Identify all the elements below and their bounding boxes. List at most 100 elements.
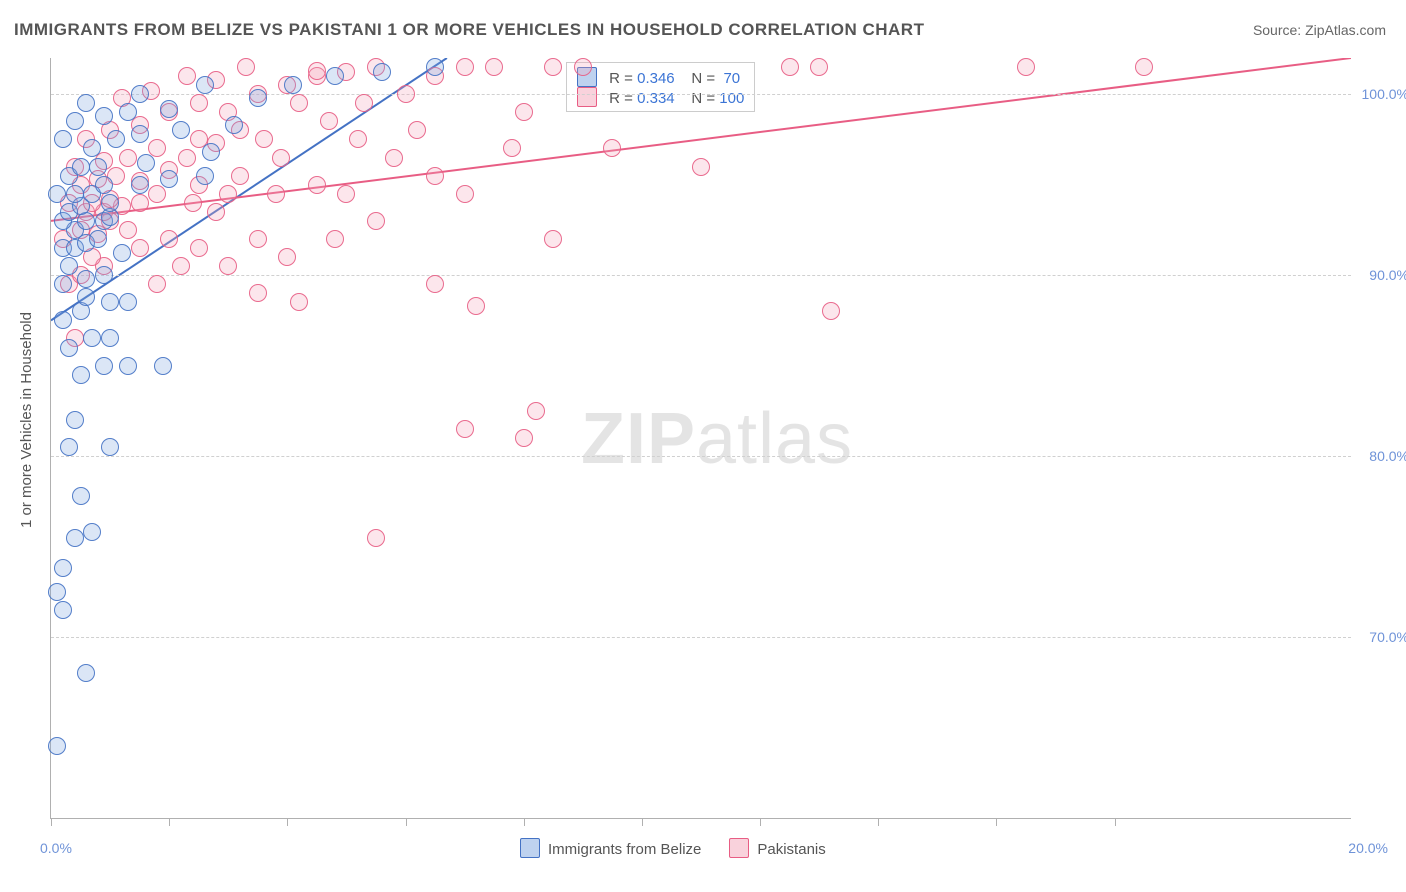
data-point-pakistani	[207, 203, 225, 221]
data-point-pakistani	[456, 58, 474, 76]
data-point-pakistani	[148, 139, 166, 157]
data-point-belize	[101, 293, 119, 311]
data-point-belize	[89, 230, 107, 248]
legend-row-pakistani: R = 0.334 N = 100	[577, 87, 744, 107]
data-point-belize	[54, 601, 72, 619]
data-point-belize	[160, 100, 178, 118]
data-point-pakistani	[131, 239, 149, 257]
x-tick	[169, 818, 170, 826]
data-point-belize	[107, 130, 125, 148]
data-point-pakistani	[367, 212, 385, 230]
data-point-belize	[426, 58, 444, 76]
data-point-belize	[202, 143, 220, 161]
data-point-belize	[48, 185, 66, 203]
data-point-pakistani	[231, 167, 249, 185]
data-point-belize	[66, 529, 84, 547]
data-point-pakistani	[822, 302, 840, 320]
data-point-belize	[101, 194, 119, 212]
legend-item-pakistani: Pakistanis	[729, 838, 825, 858]
gridline	[51, 456, 1351, 457]
data-point-belize	[196, 167, 214, 185]
data-point-belize	[119, 293, 137, 311]
data-point-pakistani	[219, 185, 237, 203]
legend-r-pakistani: 0.334	[637, 90, 675, 107]
legend-swatch-belize-icon	[520, 838, 540, 858]
data-point-pakistani	[308, 62, 326, 80]
data-point-pakistani	[1135, 58, 1153, 76]
data-point-pakistani	[692, 158, 710, 176]
data-point-pakistani	[527, 402, 545, 420]
legend-correlation: R = 0.346 N = 70 R = 0.334 N = 100	[566, 62, 755, 112]
data-point-belize	[95, 107, 113, 125]
legend-r-belize: 0.346	[637, 70, 675, 87]
legend-swatch-pakistani	[577, 87, 597, 107]
y-tick-label: 100.0%	[1362, 86, 1406, 102]
source-label: Source: ZipAtlas.com	[1253, 22, 1386, 38]
y-tick-label: 90.0%	[1369, 267, 1406, 283]
data-point-pakistani	[515, 429, 533, 447]
data-point-pakistani	[320, 112, 338, 130]
data-point-pakistani	[190, 239, 208, 257]
data-point-pakistani	[267, 185, 285, 203]
data-point-pakistani	[456, 420, 474, 438]
legend-label-belize: Immigrants from Belize	[548, 841, 701, 858]
data-point-belize	[284, 76, 302, 94]
x-tick	[642, 818, 643, 826]
data-point-pakistani	[278, 248, 296, 266]
data-point-belize	[89, 158, 107, 176]
data-point-belize	[83, 139, 101, 157]
data-point-belize	[131, 125, 149, 143]
data-point-pakistani	[148, 275, 166, 293]
data-point-pakistani	[237, 58, 255, 76]
data-point-pakistani	[810, 58, 828, 76]
data-point-pakistani	[272, 149, 290, 167]
data-point-pakistani	[503, 139, 521, 157]
y-tick-label: 80.0%	[1369, 448, 1406, 464]
data-point-belize	[373, 63, 391, 81]
legend-n-pakistani: 100	[719, 90, 744, 107]
data-point-pakistani	[119, 149, 137, 167]
data-point-pakistani	[249, 230, 267, 248]
x-tick	[760, 818, 761, 826]
y-tick-label: 70.0%	[1369, 629, 1406, 645]
data-point-belize	[54, 275, 72, 293]
data-point-pakistani	[160, 230, 178, 248]
data-point-pakistani	[603, 139, 621, 157]
data-point-pakistani	[456, 185, 474, 203]
data-point-belize	[326, 67, 344, 85]
gridline	[51, 637, 1351, 638]
data-point-belize	[54, 130, 72, 148]
x-tick	[287, 818, 288, 826]
data-point-pakistani	[781, 58, 799, 76]
x-tick	[1115, 818, 1116, 826]
data-point-pakistani	[385, 149, 403, 167]
data-point-belize	[54, 559, 72, 577]
data-point-belize	[60, 339, 78, 357]
data-point-belize	[95, 357, 113, 375]
data-point-belize	[196, 76, 214, 94]
data-point-pakistani	[485, 58, 503, 76]
legend-n-label: N =	[691, 70, 715, 87]
x-tick	[996, 818, 997, 826]
data-point-belize	[77, 664, 95, 682]
data-point-pakistani	[326, 230, 344, 248]
x-tick	[524, 818, 525, 826]
legend-swatch-pakistani-icon	[729, 838, 749, 858]
data-point-belize	[225, 116, 243, 134]
data-point-belize	[77, 94, 95, 112]
data-point-pakistani	[467, 297, 485, 315]
data-point-belize	[154, 357, 172, 375]
x-tick	[406, 818, 407, 826]
data-point-belize	[66, 112, 84, 130]
data-point-belize	[131, 176, 149, 194]
data-point-pakistani	[544, 58, 562, 76]
legend-n-label: N =	[691, 90, 715, 107]
data-point-belize	[95, 266, 113, 284]
data-point-belize	[160, 170, 178, 188]
data-point-belize	[72, 366, 90, 384]
data-point-pakistani	[337, 185, 355, 203]
data-point-pakistani	[408, 121, 426, 139]
data-point-belize	[60, 257, 78, 275]
data-point-pakistani	[178, 149, 196, 167]
data-point-pakistani	[515, 103, 533, 121]
